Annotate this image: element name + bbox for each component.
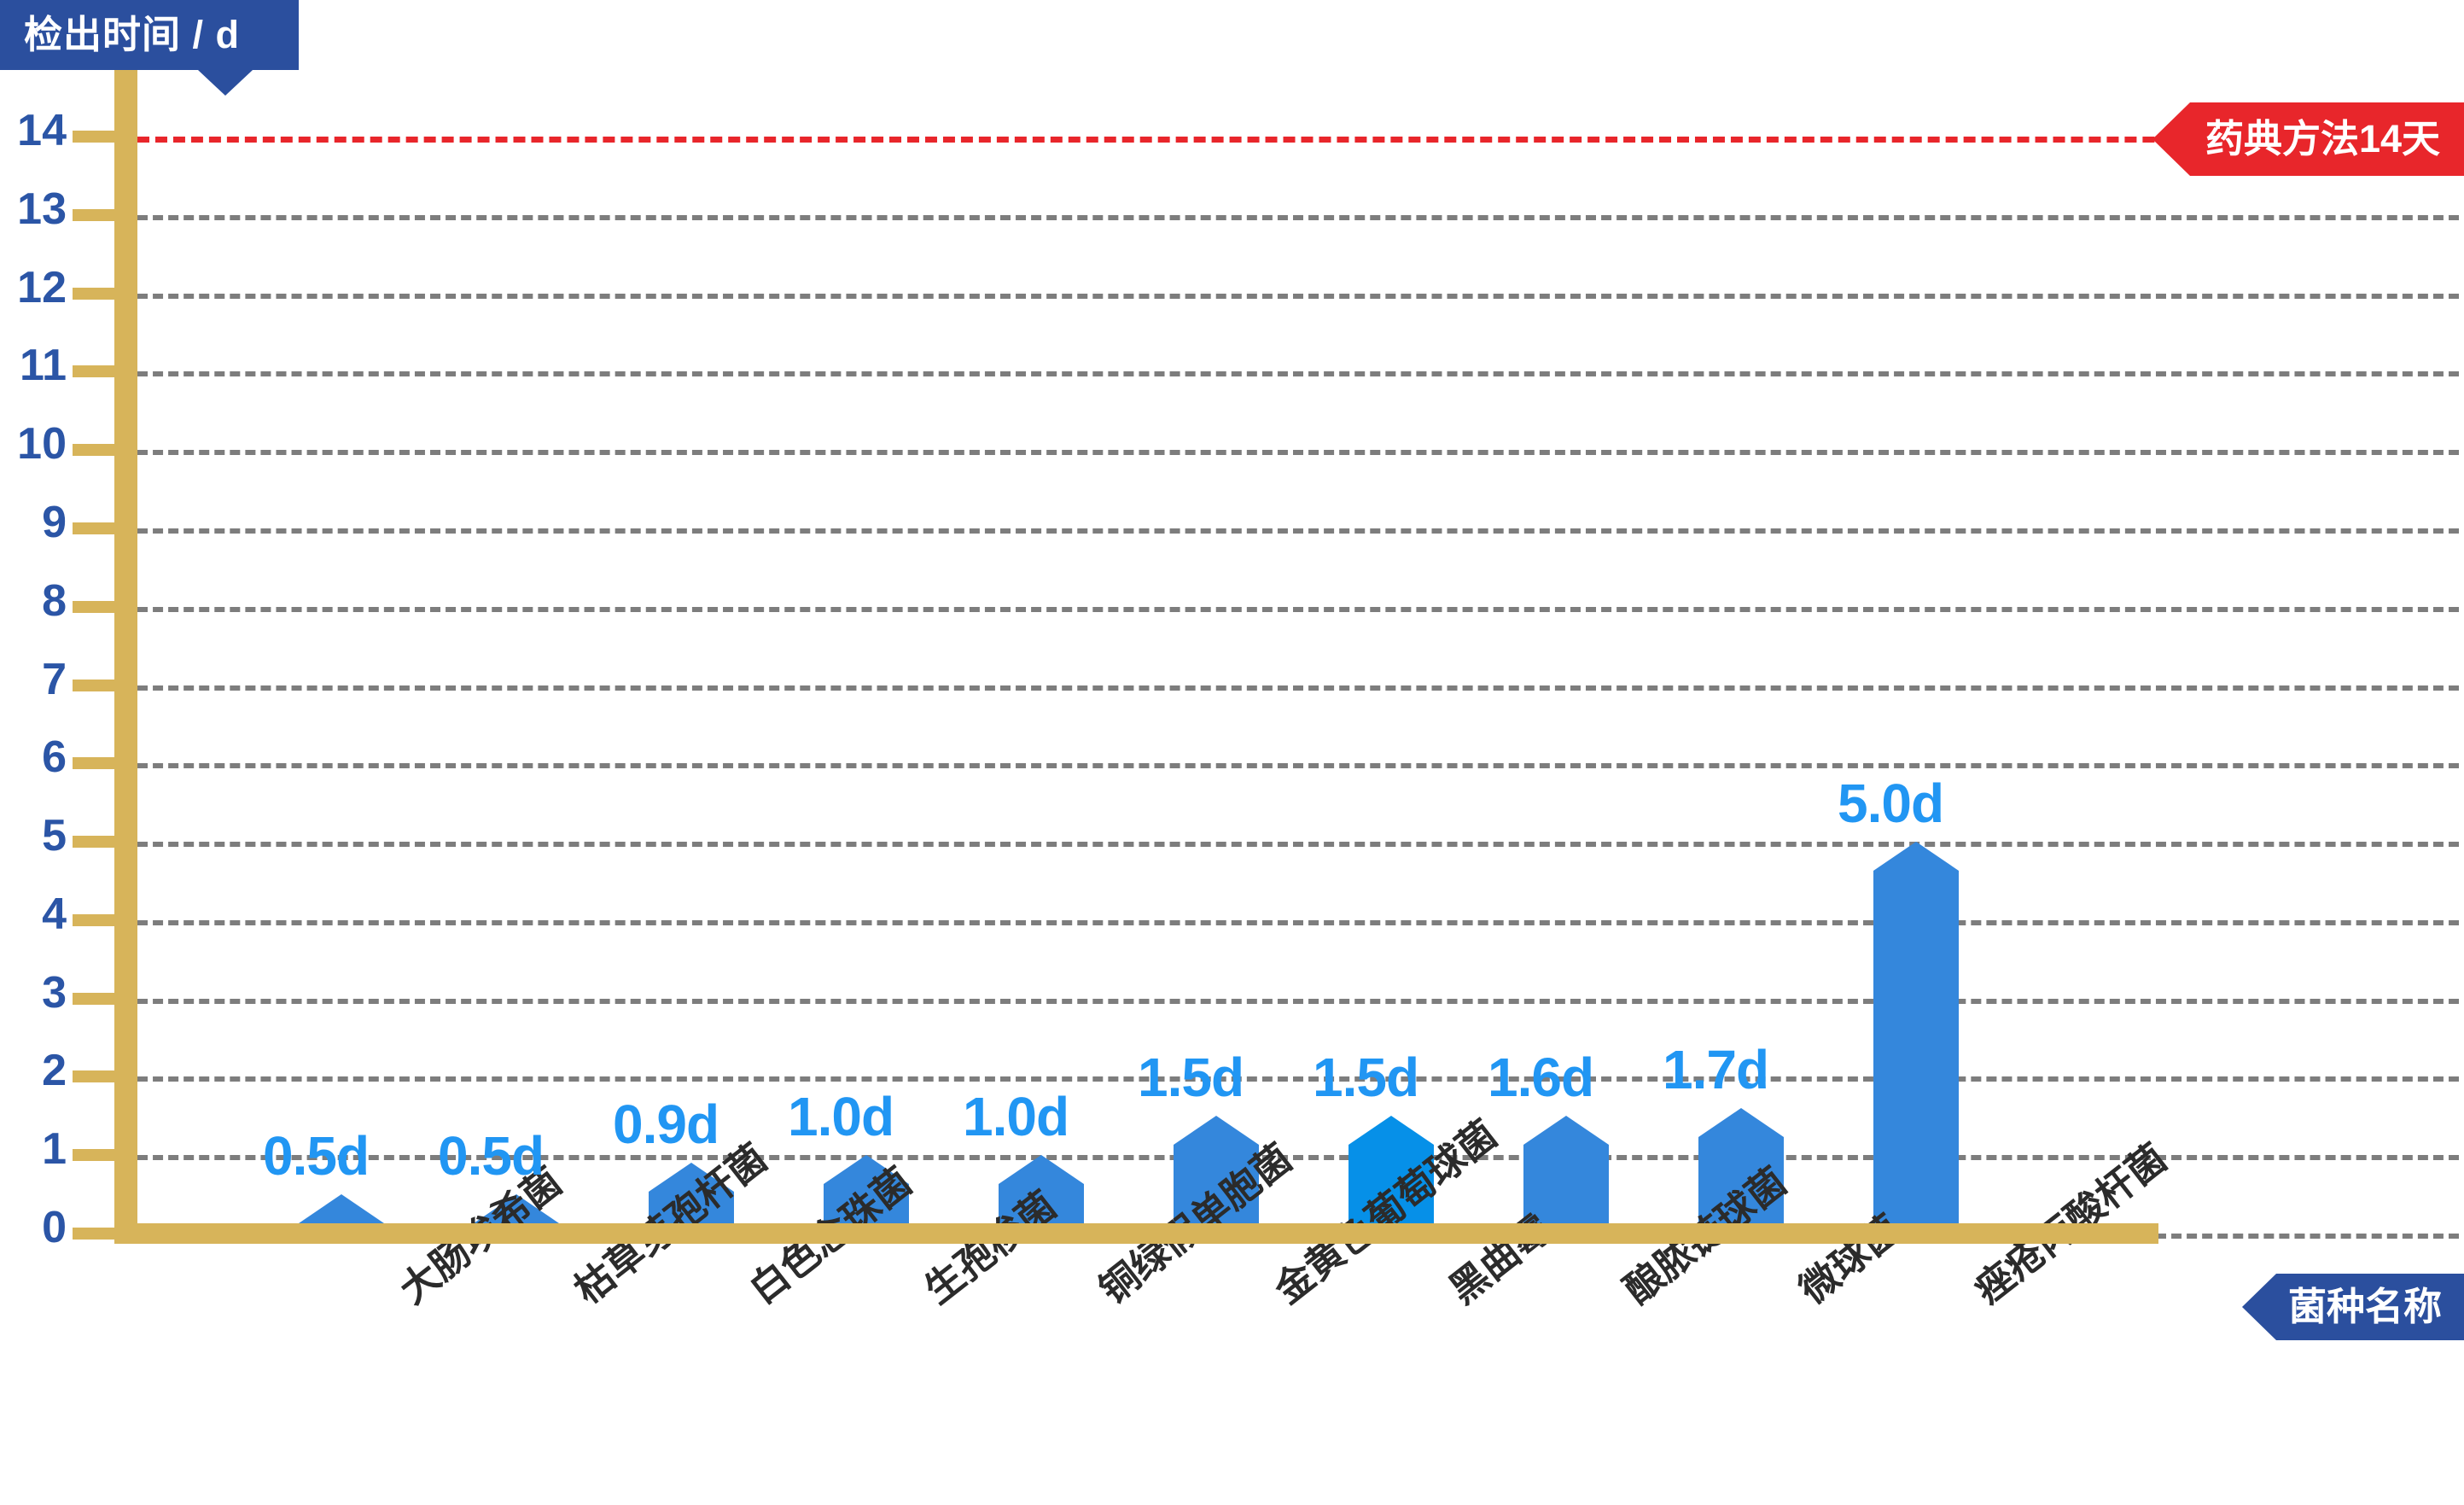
bar-shape [1174,1116,1259,1234]
category-label-10: 痤疮丙酸杆菌 [1966,1135,2175,1312]
bar-value-label-9: 1.7d [1663,1039,1769,1101]
bar-value-label-7: 1.5d [1313,1047,1419,1109]
y-tick-mark-10 [73,444,117,457]
y-axis-line [114,38,137,1236]
y-tick-label-1: 1 [42,1124,67,1175]
y-tick-label-3: 3 [42,967,67,1018]
y-tick-label-7: 7 [42,654,67,704]
pharmacopoeia-reference-text: 药典方法14天 [2205,117,2440,160]
bar-shape [1873,842,1959,1234]
category-label-1: 大肠埃希菌 [391,1159,570,1312]
bar-6 [1174,1116,1259,1234]
category-label-4: 生孢梭菌 [916,1182,1065,1312]
y-tick-label-14: 14 [17,106,67,155]
bar-shape [649,1163,734,1234]
bar-value-label-5: 1.0d [963,1086,1069,1148]
y-tick-mark-5 [73,836,117,849]
bar-value-label-4: 1.0d [788,1086,894,1148]
y-axis-title: 检出时间 / d [0,0,299,96]
y-tick-label-5: 5 [42,811,67,861]
y-tick-mark-14 [73,131,117,143]
bar-3 [649,1163,734,1234]
gridline-1 [137,1155,2459,1161]
bar-value-label-3: 0.9d [613,1094,719,1156]
category-label-7: 黑曲霉 [1441,1206,1559,1312]
bar-value-label-1: 0.5d [263,1125,370,1187]
bar-shape [824,1155,909,1234]
bar-value-label-2: 0.5d [438,1125,545,1187]
y-tick-mark-3 [73,992,117,1005]
x-axis-title-text: 菌种名称 [2287,1285,2442,1328]
bar-8 [1523,1116,1609,1234]
category-label-6: 金黄色葡萄球菌 [1261,1112,1506,1314]
gridline-4 [137,919,2459,925]
gridline-5 [137,842,2459,848]
gridline-9 [137,528,2459,534]
y-tick-label-4: 4 [42,889,67,939]
x-axis-title: 菌种名称 [2241,1274,2464,1340]
y-tick-label-2: 2 [42,1046,67,1096]
reference-line-14 [137,137,2459,143]
category-label-2: 枯草芽孢杆菌 [561,1135,775,1314]
y-tick-label-9: 9 [42,497,67,547]
bar-7 [1349,1116,1434,1234]
bar-value-label-8: 1.6d [1488,1047,1594,1109]
bar-4 [824,1155,909,1234]
y-axis-title-text: 检出时间 / d [24,13,240,56]
category-label-3: 白色念珠菌 [736,1159,920,1314]
bar-10 [1873,842,1959,1234]
y-tick-mark-13 [73,208,117,221]
y-tick-mark-12 [73,287,117,300]
y-tick-mark-1 [73,1149,117,1162]
x-axis-line [114,1223,2158,1244]
gridline-13 [137,214,2459,220]
gridline-11 [137,371,2459,377]
y-tick-label-10: 10 [17,419,67,470]
gridline-12 [137,293,2459,299]
bar-shape [1698,1108,1784,1234]
y-tick-label-12: 12 [17,262,67,312]
y-tick-mark-8 [73,600,117,613]
y-tick-label-6: 6 [42,732,67,783]
pharmacopoeia-reference-banner: 药典方法14天 [2152,102,2464,176]
y-tick-mark-2 [73,1070,117,1083]
y-tick-mark-7 [73,679,117,691]
gridline-6 [137,763,2459,769]
x-axis-title-arrow-icon [2241,1274,2276,1340]
y-axis-title-notch [198,70,253,96]
category-label-9: 微球菌 [1791,1206,1909,1312]
y-tick-mark-11 [73,365,117,378]
bar-shape [999,1155,1084,1234]
y-tick-label-13: 13 [17,184,67,234]
y-tick-label-8: 8 [42,575,67,626]
gridline-8 [137,606,2459,612]
y-tick-mark-6 [73,757,117,770]
bar-value-label-6: 1.5d [1138,1047,1244,1109]
y-tick-label-11: 11 [20,341,67,391]
gridline-10 [137,450,2459,456]
gridline-3 [137,998,2459,1004]
category-label-8: 酿脓链球菌 [1611,1159,1795,1314]
category-label-5: 铜绿假单胞菌 [1086,1135,1300,1314]
gridline-7 [137,685,2459,691]
y-tick-mark-0 [73,1228,117,1240]
bar-value-label-10: 5.0d [1838,773,1944,835]
bar-shape [1523,1116,1609,1234]
bar-shape [1349,1116,1434,1234]
bar-5 [999,1155,1084,1234]
gridline-2 [137,1076,2459,1082]
y-tick-mark-9 [73,522,117,534]
banner-arrow-icon [2152,102,2190,176]
y-tick-label-0: 0 [42,1203,67,1252]
y-tick-mark-4 [73,913,117,926]
bar-9 [1698,1108,1784,1234]
